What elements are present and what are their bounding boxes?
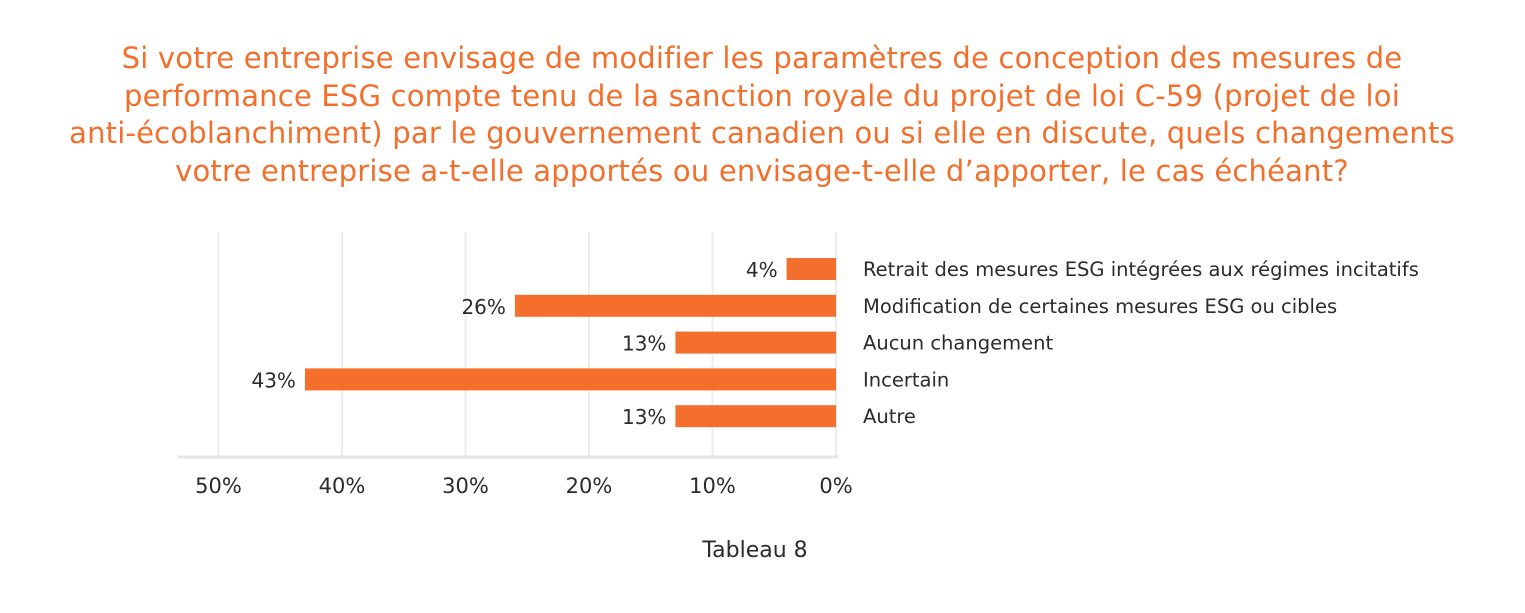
category-label-4: Incertain — [863, 368, 949, 391]
bar-3 — [675, 331, 836, 354]
title-line-2: performance ESG compte tenu de la sancti… — [124, 78, 1400, 113]
category-labels: Retrait des mesures ESG intégrées aux ré… — [863, 258, 1419, 428]
tick-label-30: 30% — [442, 474, 489, 498]
tick-label-40: 40% — [319, 474, 366, 498]
x-axis-ticks: 50% 40% 30% 20% 10% 0% — [195, 474, 853, 498]
title-line-1: Si votre entreprise envisage de modifier… — [121, 41, 1403, 75]
chart-title: Si votre entreprise envisage de modifier… — [12, 40, 1512, 190]
tick-label-0: 0% — [819, 474, 852, 498]
category-label-5: Autre — [863, 405, 916, 428]
title-line-3: anti-écoblanchiment) par le gouvernement… — [69, 116, 1455, 150]
category-label-3: Aucun changement — [863, 332, 1053, 355]
tick-label-20: 20% — [566, 474, 613, 498]
bar-2 — [514, 294, 836, 317]
bar-1 — [786, 258, 836, 280]
figure-caption: Tableau 8 — [702, 538, 808, 563]
category-label-2: Modification de certaines mesures ESG ou… — [863, 295, 1337, 318]
tick-label-50: 50% — [195, 474, 242, 498]
bar-4 — [304, 368, 836, 391]
title-line-4: votre entreprise a-t-elle apportés ou en… — [175, 153, 1349, 188]
tick-label-10: 10% — [689, 474, 736, 498]
data-label-5: 13% — [622, 405, 666, 429]
data-label-3: 13% — [622, 332, 666, 356]
data-labels: 4% 26% 13% 43% 13% — [251, 258, 777, 429]
data-label-1: 4% — [746, 258, 778, 282]
category-label-1: Retrait des mesures ESG intégrées aux ré… — [863, 258, 1419, 281]
bars — [304, 258, 836, 428]
data-label-2: 26% — [461, 295, 505, 319]
data-label-4: 43% — [251, 368, 295, 392]
bar-5 — [675, 405, 836, 428]
